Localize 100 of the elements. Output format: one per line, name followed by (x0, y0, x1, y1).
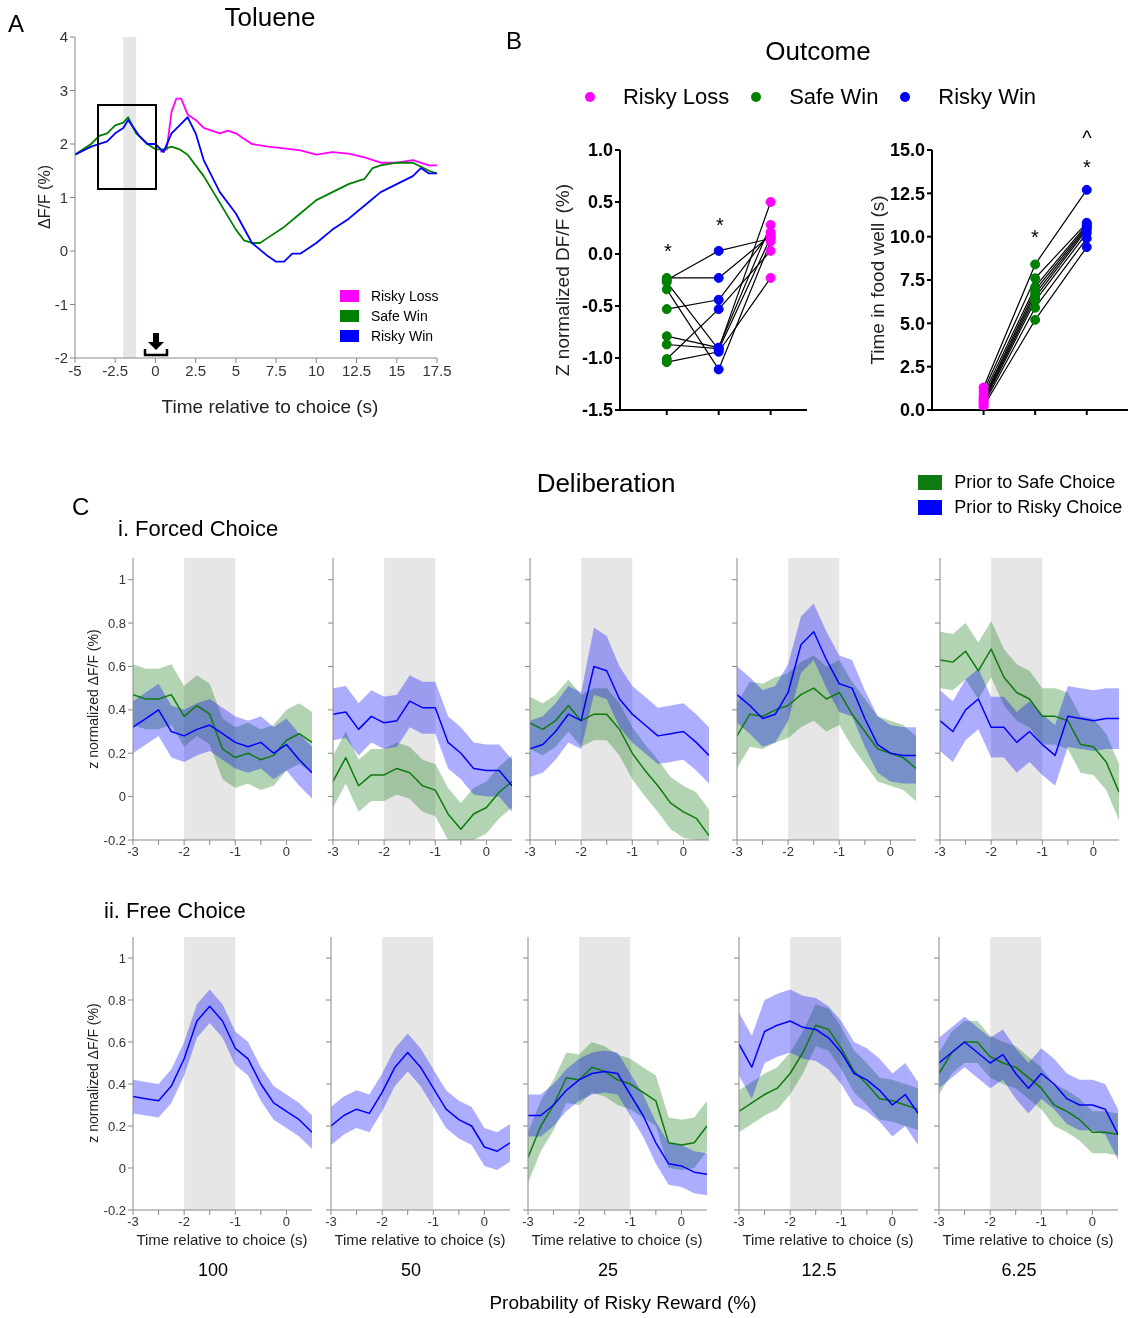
x-tick-label: -3 (934, 844, 946, 860)
y-tick-label: 12.5 (889, 183, 925, 204)
annotation: * (1031, 226, 1039, 249)
x-tick-label: -3 (933, 1214, 945, 1230)
x-axis-title: Time relative to choice (s) (942, 1231, 1114, 1248)
text: C (72, 493, 90, 521)
y-tick-label: 15.0 (889, 140, 925, 161)
x-tick-label: 0 (282, 1214, 291, 1230)
x-tick-label: -3 (733, 1214, 745, 1230)
x-tick-label: 0 (482, 844, 491, 860)
legend-label: Risky Win (370, 328, 434, 344)
x-tick-label: -3 (522, 1214, 534, 1230)
x-tick-label: 17.5 (422, 361, 452, 379)
text: 50 (400, 1260, 422, 1281)
x-tick-label: 0 (677, 1214, 686, 1230)
y-tick-label: -0.5 (581, 296, 613, 317)
x-tick-label: -2 (378, 844, 390, 860)
y-tick-label: 0.4 (107, 702, 126, 718)
x-tick-label: 0 (151, 361, 160, 379)
x-tick-label: 0 (282, 844, 291, 860)
x-axis-title: Time relative to choice (s) (334, 1231, 506, 1248)
y-tick-label: -1 (54, 295, 68, 313)
x-tick-label: 2.5 (185, 361, 207, 379)
x-tick-label: -5 (68, 361, 82, 379)
x-tick-label: -2 (178, 844, 190, 860)
y-tick-label: 0.0 (587, 244, 613, 265)
x-tick-label: -1 (1036, 844, 1049, 860)
text: A (8, 10, 25, 38)
text: ^ (1082, 127, 1092, 150)
text: Probability of Risky Reward (%) (489, 1292, 757, 1314)
x-tick-label: 7.5 (265, 361, 287, 379)
x-tick-label: 15 (388, 361, 406, 379)
annotation: * (1083, 156, 1091, 179)
x-tick-label: 0 (480, 1214, 489, 1230)
y-tick-label: 7.5 (899, 270, 925, 291)
x-tick-label: -2.5 (102, 361, 129, 379)
legend-label: Risky Win (938, 84, 1037, 110)
x-tick-label: -1 (835, 1214, 848, 1230)
legend-label: Prior to Risky Choice (954, 497, 1123, 518)
y-tick-label: 0.2 (107, 745, 126, 761)
x-tick-label: 0 (679, 844, 688, 860)
x-tick-label: -3 (325, 1214, 337, 1230)
x-tick-label: -2 (985, 844, 997, 860)
x-tick-label: -3 (127, 844, 139, 860)
x-tick-label: -2 (984, 1214, 996, 1230)
chart-title: Deliberation (536, 468, 676, 499)
y-tick-label: 0.4 (107, 1076, 126, 1092)
y-tick-label: -0.2 (103, 1202, 126, 1218)
x-tick-label: 0 (1088, 1214, 1097, 1230)
x-axis-title: Time relative to choice (s) (531, 1231, 703, 1248)
legend-label: Safe Win (370, 308, 428, 324)
y-tick-label: 2 (59, 135, 68, 153)
legend-label: Risky Loss (622, 84, 730, 110)
y-tick-label: 0.0 (899, 400, 925, 421)
chart-subtitle: ii. Free Choice (104, 898, 246, 924)
x-tick-label: -1 (427, 1214, 440, 1230)
y-tick-label: 0 (59, 242, 68, 260)
annotation: * (664, 240, 672, 263)
x-tick-label: 0 (1089, 844, 1098, 860)
x-tick-label: -1 (429, 844, 442, 860)
y-tick-label: -2 (54, 349, 68, 367)
y-tick-label: 1 (118, 950, 126, 966)
y-axis-title: Z normalized DF/F (%) (552, 183, 574, 377)
x-tick-label: -1 (624, 1214, 637, 1230)
x-tick-label: -2 (784, 1214, 796, 1230)
y-tick-label: 1.0 (587, 140, 613, 161)
x-axis-title: Time relative to choice (s) (742, 1231, 914, 1248)
legend-label: Risky Loss (370, 288, 439, 304)
x-tick-label: 12.5 (341, 361, 372, 379)
y-axis-title: Time in food well (s) (867, 195, 889, 365)
x-tick-label: -2 (782, 844, 794, 860)
x-axis-title: Time relative to choice (s) (136, 1231, 308, 1248)
x-tick-label: -1 (833, 844, 846, 860)
text: 6.25 (1001, 1260, 1037, 1281)
y-tick-label: 0 (118, 1160, 126, 1176)
y-tick-label: 0.8 (107, 992, 126, 1008)
x-tick-label: -3 (731, 844, 743, 860)
x-tick-label: 5 (231, 361, 241, 379)
x-tick-label: 10 (307, 361, 325, 379)
x-tick-label: -1 (229, 1214, 242, 1230)
text: 100 (197, 1260, 229, 1281)
x-tick-label: -3 (524, 844, 536, 860)
text: 12.5 (801, 1260, 837, 1281)
x-tick-label: -1 (626, 844, 639, 860)
legend-label: Prior to Safe Choice (954, 472, 1116, 493)
chart-subtitle: i. Forced Choice (118, 516, 279, 542)
x-tick-label: -1 (1035, 1214, 1048, 1230)
y-tick-label: 5.0 (899, 313, 925, 334)
y-axis-title: z normalized ΔF/F (%) (85, 1003, 101, 1143)
x-tick-label: -3 (327, 844, 339, 860)
y-axis-title: z normalized ΔF/F (%) (85, 629, 101, 769)
y-tick-label: 0.8 (107, 615, 126, 631)
y-tick-label: -1.5 (581, 400, 613, 421)
x-tick-label: -3 (127, 1214, 139, 1230)
legend-label: Safe Win (789, 84, 879, 110)
y-tick-label: -1.0 (581, 348, 613, 369)
y-tick-label: 0 (118, 789, 126, 805)
y-tick-label: 4 (59, 28, 68, 46)
x-tick-label: -1 (229, 844, 242, 860)
y-tick-label: 0.6 (107, 1034, 126, 1050)
